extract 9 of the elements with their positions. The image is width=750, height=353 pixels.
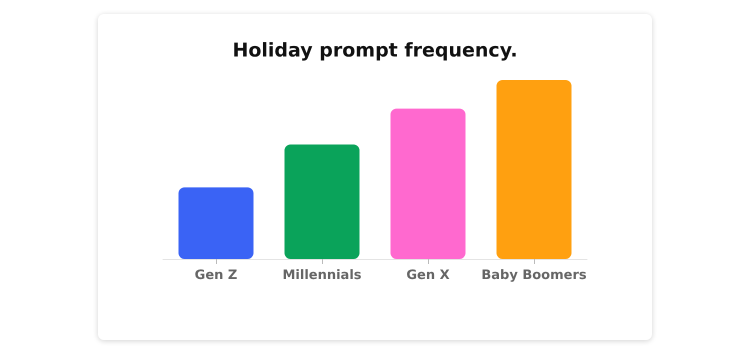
bar: [178, 187, 254, 259]
x-tick-label: Gen Z: [194, 268, 238, 283]
bar: [496, 80, 572, 259]
x-tick-label: Baby Boomers: [481, 268, 587, 283]
x-tick-label: Millennials: [282, 268, 362, 283]
bar: [390, 108, 466, 259]
x-tick-label: Gen X: [406, 268, 450, 283]
chart-title: Holiday prompt frequency.: [232, 40, 518, 62]
bar: [284, 144, 360, 259]
